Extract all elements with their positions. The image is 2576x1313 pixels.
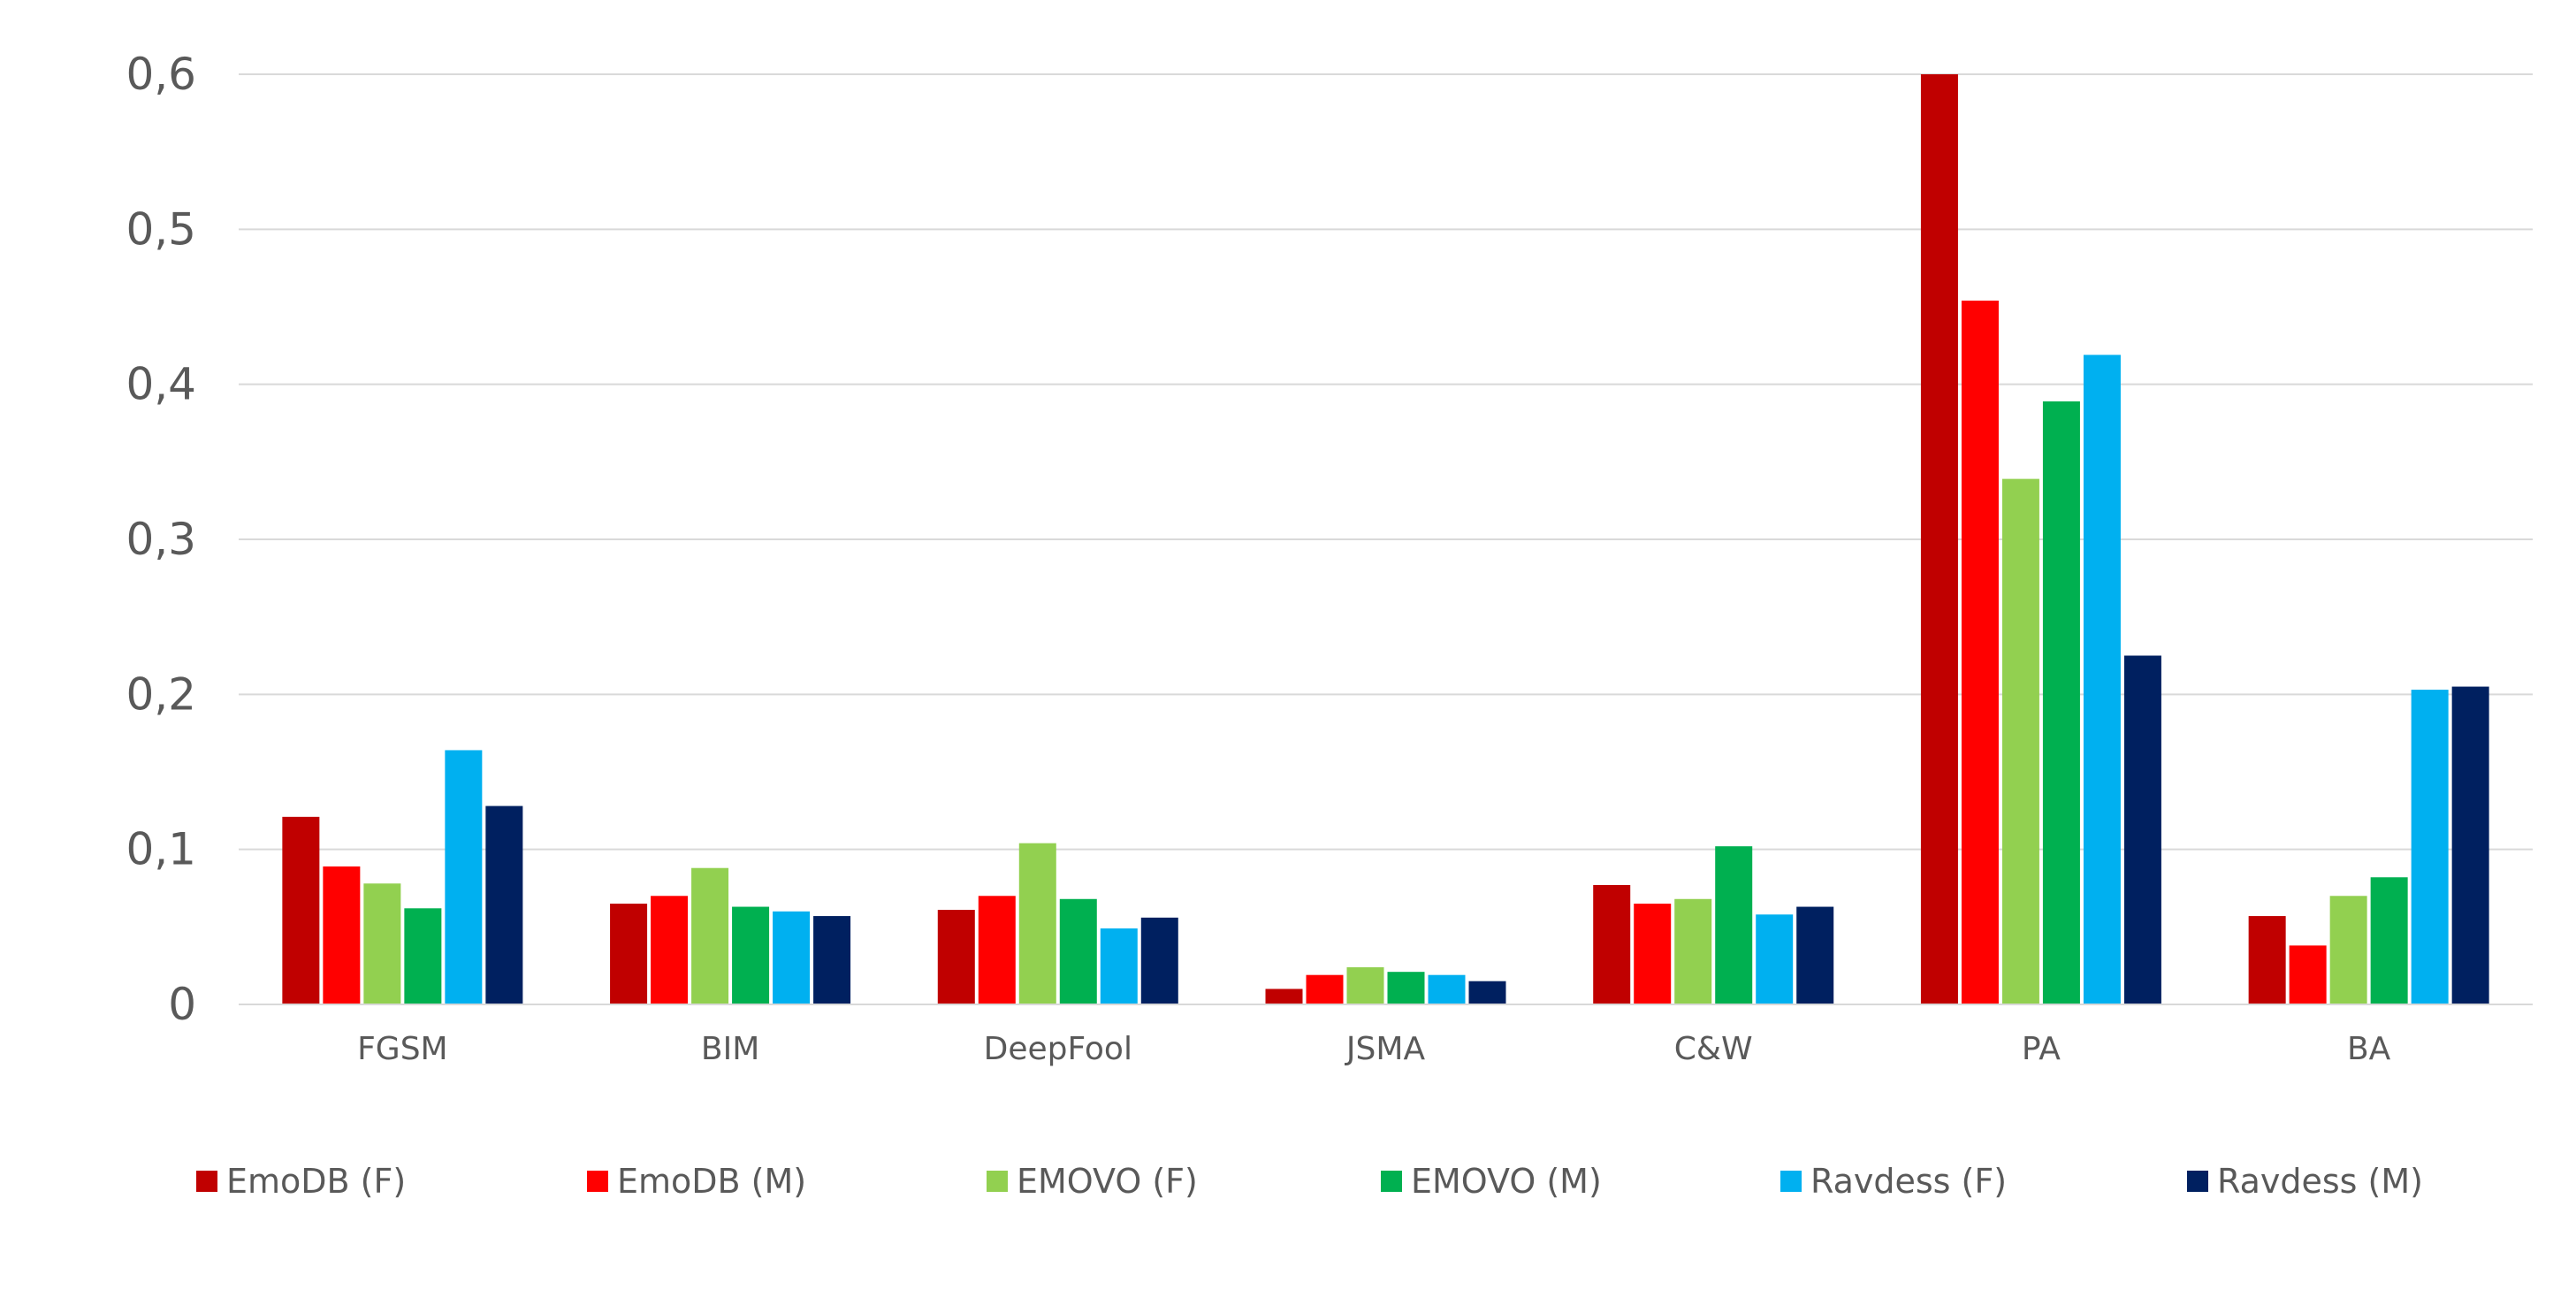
legend-item: EMOVO (F) (987, 1162, 1198, 1201)
x-tick-label: FGSM (357, 1031, 448, 1067)
bar (2123, 655, 2161, 1004)
legend-label: Ravdess (M) (2217, 1162, 2423, 1201)
y-tick-label: 0,1 (126, 824, 196, 875)
bar (323, 866, 361, 1004)
legend-label: EMOVO (F) (1017, 1162, 1198, 1201)
bar (485, 805, 523, 1004)
legend-swatch (987, 1171, 1008, 1192)
y-tick-label: 0 (168, 979, 196, 1030)
bar (2289, 945, 2327, 1004)
bar (691, 867, 729, 1004)
x-tick-label: BA (2347, 1031, 2391, 1067)
bar (1387, 972, 1425, 1004)
bar (1140, 917, 1178, 1004)
legend-swatch (2187, 1171, 2208, 1192)
legend-item: EMOVO (M) (1381, 1162, 1602, 1201)
legend-swatch (587, 1171, 608, 1192)
bar (1100, 928, 1138, 1004)
bar (1265, 989, 1303, 1004)
y-tick-label: 0,6 (126, 49, 196, 100)
bar (1715, 846, 1753, 1004)
legend-swatch (1780, 1171, 1802, 1192)
bar (1018, 843, 1056, 1004)
legend-label: Ravdess (F) (1810, 1162, 2007, 1201)
bar (2001, 478, 2039, 1004)
y-tick-label: 0,4 (126, 359, 196, 410)
legend-swatch (196, 1171, 217, 1192)
x-axis-ticks: FGSM BIM DeepFool JSMA C&W PA BA (357, 1031, 2391, 1067)
legend-label: EmoDB (F) (226, 1162, 406, 1201)
bar (813, 916, 851, 1004)
bar (937, 910, 975, 1004)
bar (1468, 981, 1506, 1004)
x-tick-label: PA (2022, 1031, 2061, 1067)
bar (2248, 916, 2286, 1004)
bar (610, 904, 648, 1004)
legend-item: EmoDB (M) (587, 1162, 806, 1201)
bar (1346, 966, 1384, 1004)
gridlines (239, 73, 2533, 851)
bar (363, 883, 401, 1004)
bar (978, 896, 1016, 1004)
bar (1756, 914, 1794, 1004)
x-tick-label: C&W (1674, 1031, 1753, 1067)
bar (282, 816, 320, 1004)
bar (732, 906, 770, 1004)
bar (2370, 877, 2408, 1004)
bar (1961, 300, 1999, 1004)
y-tick-label: 0,3 (126, 514, 196, 565)
bar (1674, 898, 1712, 1004)
bar (1059, 898, 1097, 1004)
legend-swatch (1381, 1171, 1402, 1192)
bar (773, 911, 811, 1004)
y-tick-label: 0,5 (126, 203, 196, 255)
legend-item: Ravdess (F) (1780, 1162, 2007, 1201)
bar (2042, 401, 2080, 1004)
bars (282, 74, 2489, 1004)
bar (651, 896, 689, 1004)
y-axis-ticks: 0 0,1 0,2 0,3 0,4 0,5 0,6 (126, 49, 196, 1030)
bar (1920, 74, 1958, 1004)
bar (404, 908, 442, 1004)
bar (445, 750, 483, 1004)
bar (2329, 896, 2367, 1004)
x-tick-label: DeepFool (984, 1031, 1132, 1067)
bar (1428, 974, 1466, 1004)
bar (2083, 355, 2121, 1004)
legend: EmoDB (F) EmoDB (M) EMOVO (F) EMOVO (M) Ravd… (196, 1162, 2423, 1201)
bar (1634, 904, 1672, 1004)
bar (2411, 690, 2449, 1004)
y-tick-label: 0,2 (126, 668, 196, 720)
bar (1593, 884, 1631, 1004)
legend-label: EMOVO (M) (1411, 1162, 1602, 1201)
legend-label: EmoDB (M) (617, 1162, 806, 1201)
bar (2451, 686, 2489, 1004)
bar (1796, 906, 1834, 1004)
legend-item: Ravdess (M) (2187, 1162, 2423, 1201)
bar (1306, 974, 1344, 1004)
x-tick-label: BIM (701, 1031, 759, 1067)
legend-item: EmoDB (F) (196, 1162, 406, 1201)
x-tick-label: JSMA (1345, 1031, 1426, 1067)
